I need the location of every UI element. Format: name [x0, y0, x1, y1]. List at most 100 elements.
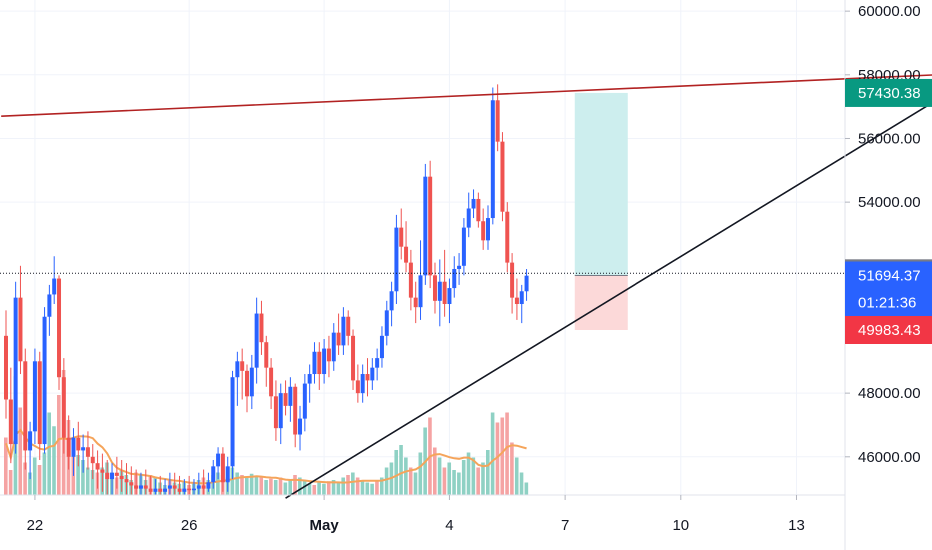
candle-body: [341, 316, 346, 346]
candle-body: [66, 437, 71, 457]
price-tick-label: 46000.00: [858, 449, 921, 466]
candle-body: [95, 463, 100, 470]
candle-body: [264, 342, 269, 368]
candle-body: [100, 469, 105, 473]
candle-body: [471, 198, 476, 209]
candle-body: [61, 377, 66, 438]
volume-bar: [230, 467, 235, 495]
price-tag: [845, 261, 932, 318]
volume-bar: [32, 457, 37, 495]
time-tick-label: 4: [445, 517, 453, 534]
candle-body: [28, 431, 33, 451]
candle-body: [110, 472, 115, 480]
volume-bar: [317, 481, 321, 495]
candle-body: [201, 485, 206, 489]
candle-body: [216, 453, 221, 467]
countdown-label: 01:21:36: [858, 295, 916, 312]
candle-body: [283, 393, 288, 406]
volume-bar: [47, 412, 51, 495]
volume-bar: [240, 475, 244, 495]
volume-bar: [370, 483, 374, 495]
volume-bar: [264, 480, 268, 495]
candle-body: [172, 485, 177, 489]
candle-body: [461, 227, 466, 266]
time-tick-label: 26: [181, 517, 198, 534]
time-tick-label: 22: [27, 517, 44, 534]
candle-body: [481, 221, 486, 241]
candle-body: [278, 393, 283, 429]
candle-body: [52, 278, 57, 295]
volume-bar: [418, 452, 423, 495]
volume-bar: [85, 467, 90, 495]
candle-body: [490, 100, 495, 219]
candle-body: [346, 316, 351, 336]
candle-body: [57, 278, 62, 378]
candle-body: [404, 246, 409, 263]
volume-bar: [336, 482, 341, 495]
volume-bar: [8, 470, 13, 495]
stop-zone: [574, 275, 628, 330]
candle-body: [495, 100, 500, 142]
candle-body: [293, 386, 298, 435]
candle-body: [317, 351, 322, 375]
candle-body: [177, 488, 182, 492]
volume-bar: [466, 452, 471, 495]
candle-body: [514, 297, 519, 305]
candle-body: [230, 377, 235, 467]
volume-bar: [322, 483, 326, 495]
candle-body: [365, 374, 370, 381]
candle-body: [437, 281, 442, 301]
volume-bar: [505, 412, 509, 495]
candle-body: [302, 383, 307, 419]
candle-body: [336, 332, 341, 346]
candle-body: [452, 268, 457, 289]
time-tick-label: 13: [788, 517, 805, 534]
volume-bar: [355, 477, 360, 495]
candle-body: [124, 479, 129, 483]
volume-bar: [283, 482, 288, 495]
volume-bar: [4, 437, 8, 495]
candles: [4, 84, 529, 495]
candle-body: [322, 348, 327, 375]
volume-bar: [269, 478, 273, 495]
candle-body: [298, 418, 303, 435]
candle-body: [254, 313, 259, 368]
volume-bar: [399, 445, 403, 495]
candle-body: [510, 262, 515, 298]
price-tag: [845, 78, 932, 107]
candle-body: [119, 475, 124, 480]
candle-body: [47, 294, 52, 317]
volume-bar: [346, 475, 350, 495]
volume-bar: [307, 483, 312, 495]
volume-bar: [37, 465, 42, 495]
candle-body: [500, 141, 505, 212]
volume-bar: [490, 412, 495, 495]
candle-body: [447, 288, 452, 305]
candle-body: [163, 488, 168, 492]
candle-body: [379, 335, 384, 359]
candle-body: [519, 291, 524, 305]
long-position-tool[interactable]: [574, 92, 628, 330]
volume-bar: [42, 452, 47, 495]
trendlines[interactable]: [0, 74, 932, 499]
volume-bar: [360, 480, 365, 495]
volume-bar: [278, 477, 283, 495]
volume-bar: [486, 450, 490, 495]
candle-body: [466, 208, 471, 228]
candle-body: [312, 351, 317, 375]
volume-bar: [90, 470, 95, 495]
volume-bar: [514, 457, 519, 495]
candle-body: [114, 472, 119, 476]
time-tick-label: 10: [672, 517, 689, 534]
chart-grid: [0, 0, 845, 495]
volume-bar: [302, 480, 307, 495]
target-zone: [574, 92, 628, 276]
volume-bar: [447, 462, 452, 495]
candle-body: [384, 310, 389, 336]
moving-average: [5, 428, 527, 485]
candle-body: [375, 358, 380, 368]
volume-bar: [18, 407, 23, 495]
volume-bar: [524, 482, 529, 495]
